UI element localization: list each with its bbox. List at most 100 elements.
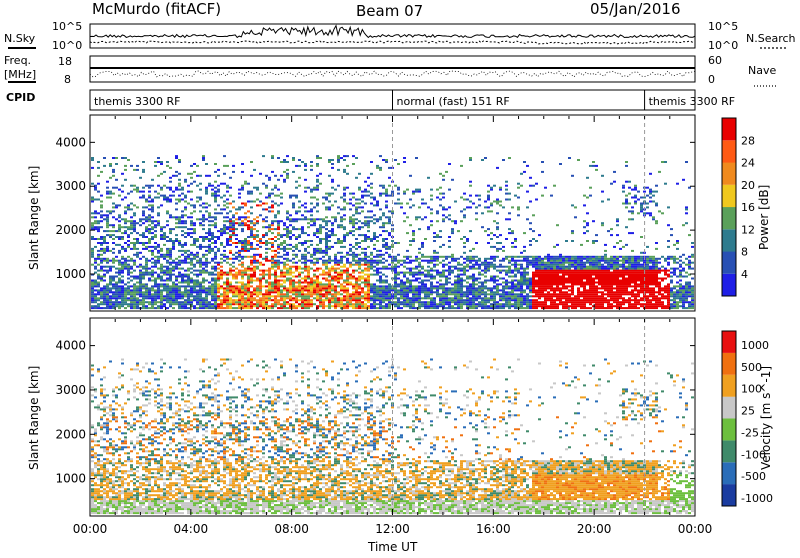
data-cell — [430, 189, 433, 191]
data-cell — [442, 264, 445, 266]
data-cell — [313, 297, 316, 299]
data-cell — [298, 165, 301, 167]
data-cell — [136, 301, 139, 303]
data-cell — [310, 169, 313, 171]
data-cell — [379, 282, 382, 284]
data-cell — [175, 262, 178, 264]
data-cell — [406, 291, 409, 293]
data-cell — [226, 199, 229, 201]
data-cell — [250, 242, 253, 244]
data-cell — [433, 303, 436, 305]
data-cell — [214, 287, 217, 289]
data-cell — [274, 283, 277, 285]
data-cell — [166, 262, 169, 264]
data-cell — [160, 285, 163, 287]
data-cell — [121, 264, 124, 266]
data-cell — [460, 305, 463, 307]
data-cell — [121, 266, 124, 268]
data-cell — [205, 191, 208, 193]
data-cell — [370, 297, 373, 299]
data-cell — [217, 189, 220, 191]
data-cell — [463, 208, 466, 210]
data-cell — [433, 278, 436, 280]
data-cell — [532, 214, 535, 216]
data-cell — [310, 291, 313, 293]
data-cell — [316, 287, 319, 289]
data-cell — [256, 287, 259, 289]
data-cell — [226, 278, 229, 280]
data-cell — [178, 250, 181, 252]
data-cell — [466, 285, 469, 287]
data-cell — [475, 303, 478, 305]
data-cell — [247, 303, 250, 305]
data-cell — [139, 242, 142, 244]
data-cell — [409, 299, 412, 301]
data-cell — [142, 291, 145, 293]
data-cell — [100, 236, 103, 238]
data-cell — [268, 193, 271, 195]
data-cell — [196, 285, 199, 287]
data-cell — [289, 238, 292, 240]
data-cell — [421, 254, 424, 256]
data-cell — [313, 293, 316, 295]
data-cell — [355, 199, 358, 201]
data-cell — [232, 201, 235, 203]
data-cell — [100, 216, 103, 218]
data-cell — [208, 224, 211, 226]
data-cell — [289, 272, 292, 274]
data-cell — [265, 260, 268, 262]
data-cell — [493, 280, 496, 282]
data-cell — [151, 246, 154, 248]
data-cell — [250, 299, 253, 301]
data-cell — [472, 289, 475, 291]
data-cell — [118, 226, 121, 228]
data-cell — [355, 228, 358, 230]
data-cell — [358, 187, 361, 189]
data-cell — [268, 260, 271, 262]
data-cell — [295, 305, 298, 307]
data-cell — [520, 293, 523, 295]
data-cell — [283, 222, 286, 224]
data-cell — [103, 280, 106, 282]
data-cell — [106, 234, 109, 236]
data-cell — [412, 234, 415, 236]
data-cell — [418, 206, 421, 208]
data-cell — [505, 218, 508, 220]
data-cell — [130, 260, 133, 262]
data-cell — [271, 210, 274, 212]
data-cell — [271, 220, 274, 222]
data-cell — [304, 264, 307, 266]
data-cell — [247, 305, 250, 307]
data-cell — [295, 262, 298, 264]
data-cell — [229, 291, 232, 293]
data-cell — [112, 175, 115, 177]
data-cell — [433, 258, 436, 260]
data-cell — [112, 216, 115, 218]
data-cell — [337, 278, 340, 280]
data-cell — [175, 268, 178, 270]
data-cell — [172, 246, 175, 248]
data-cell — [451, 256, 454, 258]
data-cell — [91, 307, 94, 309]
data-cell — [298, 276, 301, 278]
data-cell — [457, 270, 460, 272]
data-cell — [148, 272, 151, 274]
data-cell — [346, 272, 349, 274]
data-cell — [205, 260, 208, 262]
data-cell — [226, 305, 229, 307]
data-cell — [346, 260, 349, 262]
data-cell — [427, 256, 430, 258]
data-cell — [172, 195, 175, 197]
data-cell — [190, 295, 193, 297]
data-cell — [355, 270, 358, 272]
data-cell — [241, 274, 244, 276]
data-cell — [466, 301, 469, 303]
data-cell — [316, 260, 319, 262]
data-cell — [286, 293, 289, 295]
data-cell — [364, 262, 367, 264]
data-cell — [190, 293, 193, 295]
data-cell — [130, 297, 133, 299]
data-cell — [361, 260, 364, 262]
data-cell — [535, 270, 538, 272]
data-cell — [526, 280, 529, 282]
